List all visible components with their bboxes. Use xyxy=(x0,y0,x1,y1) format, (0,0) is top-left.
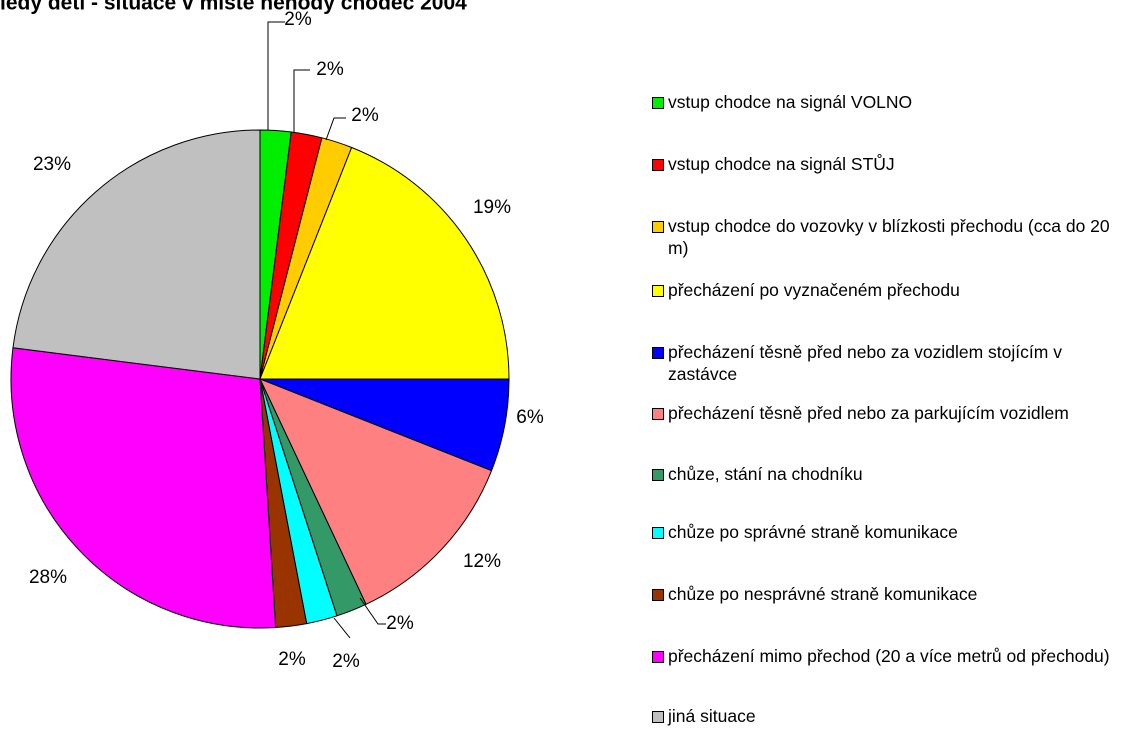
legend-label: chůze po nesprávné straně komunikace xyxy=(668,584,978,604)
legend-swatch xyxy=(652,347,664,359)
legend-item: vstup chodce do vozovky v blízkosti přec… xyxy=(650,215,1118,259)
pie-slice xyxy=(10,347,277,629)
legend-label: přecházení po vyznačeném přechodu xyxy=(668,280,960,300)
leader-line xyxy=(333,617,351,639)
data-label: 6% xyxy=(516,407,544,428)
legend-item: přecházení po vyznačeném přechodu xyxy=(650,279,1118,301)
legend-label: přecházení těsně před nebo za parkujícím… xyxy=(668,403,1069,423)
legend-label: přecházení těsně před nebo za vozidlem s… xyxy=(668,342,1062,384)
legend-label: přecházení mimo přechod (20 a více metrů… xyxy=(668,646,1110,666)
legend-label: jiná situace xyxy=(668,706,756,726)
chart-title: ledy dětí - situace v místě nehody chode… xyxy=(0,0,467,15)
legend-swatch xyxy=(652,408,664,420)
data-label: 19% xyxy=(473,197,511,218)
leader-line xyxy=(359,597,386,625)
legend-item: přecházení těsně před nebo za vozidlem s… xyxy=(650,341,1118,385)
legend-swatch xyxy=(652,97,664,109)
legend-swatch xyxy=(652,711,664,723)
legend-swatch xyxy=(652,159,664,171)
legend-label: vstup chodce do vozovky v blízkosti přec… xyxy=(668,216,1110,258)
legend-item: chůze, stání na chodníku xyxy=(650,463,1118,485)
pie-slice xyxy=(259,146,510,380)
legend-label: vstup chodce na signál STŮJ xyxy=(668,154,895,174)
legend-label: chůze po správné straně komunikace xyxy=(668,522,958,542)
legend-swatch xyxy=(652,589,664,601)
data-label: 2% xyxy=(278,649,306,670)
data-label: 2% xyxy=(284,9,312,30)
legend-swatch xyxy=(652,527,664,539)
data-label: 2% xyxy=(351,105,379,126)
legend-item: vstup chodce na signál STŮJ xyxy=(650,153,1118,175)
leader-line xyxy=(267,21,285,130)
data-label: 28% xyxy=(29,567,67,588)
data-label: 2% xyxy=(332,651,360,672)
legend-item: chůze po nesprávné straně komunikace xyxy=(650,583,1118,605)
legend-item: jiná situace xyxy=(650,705,1118,727)
legend-item: vstup chodce na signál VOLNO xyxy=(650,91,1118,113)
data-label: 2% xyxy=(316,59,344,80)
pie-slice xyxy=(259,378,493,605)
legend-swatch xyxy=(652,469,664,481)
leader-line xyxy=(325,117,346,141)
legend-item: přecházení mimo přechod (20 a více metrů… xyxy=(650,645,1118,667)
legend-swatch xyxy=(652,221,664,233)
pie-slice xyxy=(12,129,261,380)
data-label: 2% xyxy=(386,613,414,634)
legend-item: přecházení těsně před nebo za parkujícím… xyxy=(650,402,1118,424)
legend-swatch xyxy=(652,285,664,297)
legend-label: vstup chodce na signál VOLNO xyxy=(668,92,913,112)
data-label: 23% xyxy=(33,154,71,175)
legend-item: chůze po správné straně komunikace xyxy=(650,521,1118,543)
data-label: 12% xyxy=(463,551,501,572)
legend-label: chůze, stání na chodníku xyxy=(668,464,863,484)
legend-swatch xyxy=(652,651,664,663)
leader-line xyxy=(293,69,310,132)
